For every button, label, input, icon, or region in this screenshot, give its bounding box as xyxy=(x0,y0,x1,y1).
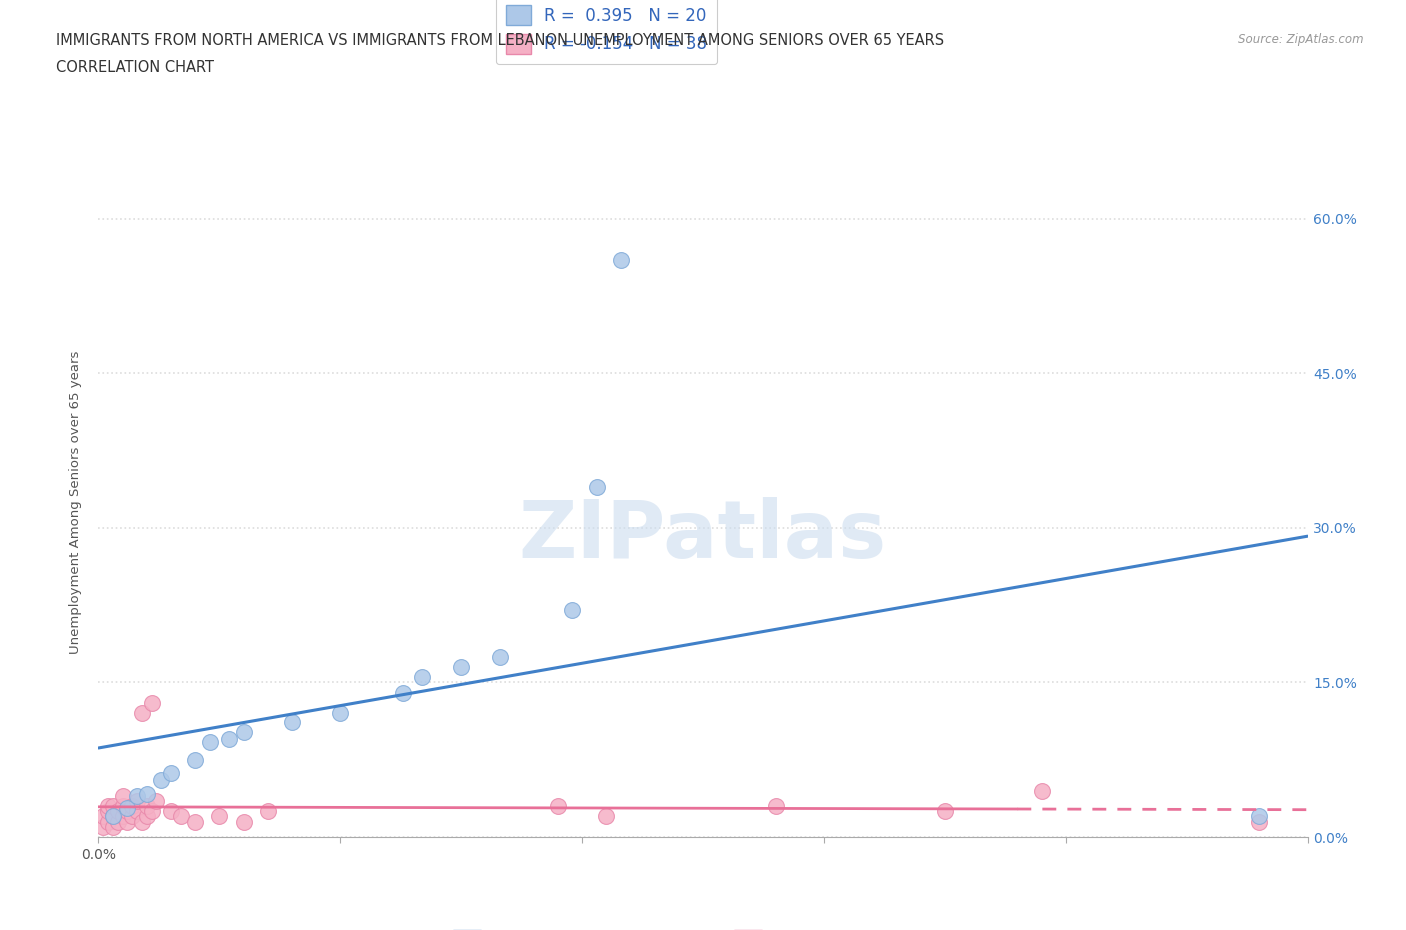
Point xyxy=(1031,783,1053,798)
Point xyxy=(256,804,278,818)
Point xyxy=(141,696,163,711)
Point xyxy=(392,685,415,700)
Point xyxy=(97,804,120,818)
Point xyxy=(101,799,124,814)
Text: IMMIGRANTS FROM NORTH AMERICA VS IMMIGRANTS FROM LEBANON UNEMPLOYMENT AMONG SENI: IMMIGRANTS FROM NORTH AMERICA VS IMMIGRA… xyxy=(56,33,945,47)
Point xyxy=(97,814,120,829)
Point xyxy=(218,732,240,747)
Point xyxy=(131,706,153,721)
Point xyxy=(160,804,183,818)
Point xyxy=(117,804,139,818)
Point xyxy=(1249,809,1271,824)
Point xyxy=(150,773,173,788)
Text: Source: ZipAtlas.com: Source: ZipAtlas.com xyxy=(1239,33,1364,46)
Point xyxy=(765,799,787,814)
Point xyxy=(411,670,433,684)
Point xyxy=(117,814,139,829)
Point xyxy=(101,809,124,824)
Point xyxy=(101,819,124,834)
Point xyxy=(1249,814,1271,829)
Point xyxy=(135,809,157,824)
Point xyxy=(489,649,512,664)
Point xyxy=(127,804,149,818)
Point xyxy=(127,789,149,804)
Point xyxy=(111,789,134,804)
Point xyxy=(450,659,472,674)
Point xyxy=(107,814,129,829)
Point xyxy=(91,819,114,834)
Y-axis label: Unemployment Among Seniors over 65 years: Unemployment Among Seniors over 65 years xyxy=(69,351,83,654)
Point xyxy=(934,804,956,818)
Point xyxy=(184,814,207,829)
Point xyxy=(121,809,143,824)
Point xyxy=(141,804,163,818)
Point xyxy=(281,714,304,729)
Point xyxy=(91,809,114,824)
Text: CORRELATION CHART: CORRELATION CHART xyxy=(56,60,214,75)
Point xyxy=(184,752,207,767)
Point xyxy=(208,809,231,824)
Point xyxy=(127,793,149,808)
Point xyxy=(561,603,583,618)
Point xyxy=(232,724,254,739)
Point xyxy=(121,799,143,814)
Point xyxy=(610,253,633,268)
Point xyxy=(585,479,607,494)
Point xyxy=(135,786,157,801)
Point xyxy=(107,804,129,818)
Point xyxy=(232,814,254,829)
Text: ZIPatlas: ZIPatlas xyxy=(519,497,887,575)
Point xyxy=(117,801,139,816)
Point xyxy=(101,809,124,824)
Legend: Immigrants from North America, Immigrants from Lebanon: Immigrants from North America, Immigrant… xyxy=(447,924,959,930)
Point xyxy=(595,809,617,824)
Point xyxy=(547,799,569,814)
Point xyxy=(169,809,191,824)
Point xyxy=(111,799,134,814)
Point xyxy=(135,799,157,814)
Point xyxy=(111,809,134,824)
Point xyxy=(160,765,183,780)
Point xyxy=(145,793,167,808)
Point xyxy=(329,706,352,721)
Point xyxy=(131,814,153,829)
Point xyxy=(97,799,120,814)
Point xyxy=(198,735,221,750)
